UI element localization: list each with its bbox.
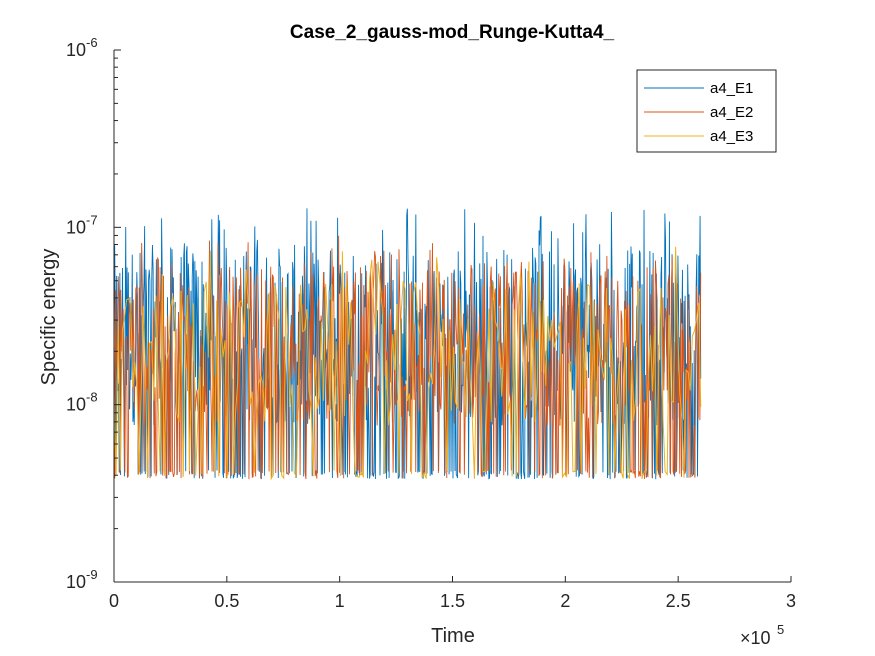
x-tick-label: 2 bbox=[560, 591, 570, 611]
y-tick-label: 10-8 bbox=[66, 390, 98, 415]
y-ticks: 10-9 10-8 10-7 10-6 bbox=[66, 35, 121, 592]
x-axis-label: Time bbox=[431, 625, 475, 647]
x-exponent: ×10 5 bbox=[740, 622, 784, 648]
y-tick-label: 10-7 bbox=[66, 212, 98, 237]
x-tick-label: 2.5 bbox=[666, 591, 691, 611]
legend-label: a4_E1 bbox=[710, 80, 753, 97]
x-tick-label: 0 bbox=[109, 591, 119, 611]
x-tick-label: 0.5 bbox=[214, 591, 239, 611]
y-axis-label: Specific energy bbox=[38, 249, 60, 386]
x-tick-label: 1 bbox=[335, 591, 345, 611]
series-layer bbox=[113, 208, 702, 481]
x-tick-label: 3 bbox=[786, 591, 796, 611]
y-tick-label: 10-9 bbox=[66, 567, 98, 592]
x-ticks: 0 0.5 1 1.5 2 2.5 3 bbox=[109, 576, 796, 611]
x-exponent-base: ×10 bbox=[740, 628, 771, 648]
series-line-a4_E1 bbox=[113, 208, 702, 480]
x-tick-label: 1.5 bbox=[440, 591, 465, 611]
legend-label: a4_E2 bbox=[710, 104, 753, 121]
series-line-a4_E3 bbox=[113, 246, 702, 481]
x-exponent-power: 5 bbox=[777, 622, 784, 637]
y-tick-label: 10-6 bbox=[66, 35, 98, 60]
legend[interactable]: a4_E1 a4_E2 a4_E3 bbox=[636, 69, 777, 153]
legend-label: a4_E3 bbox=[710, 128, 753, 145]
legend-box bbox=[636, 69, 777, 153]
chart-title: Case_2_gauss-mod_Runge-Kutta4_ bbox=[290, 22, 615, 43]
